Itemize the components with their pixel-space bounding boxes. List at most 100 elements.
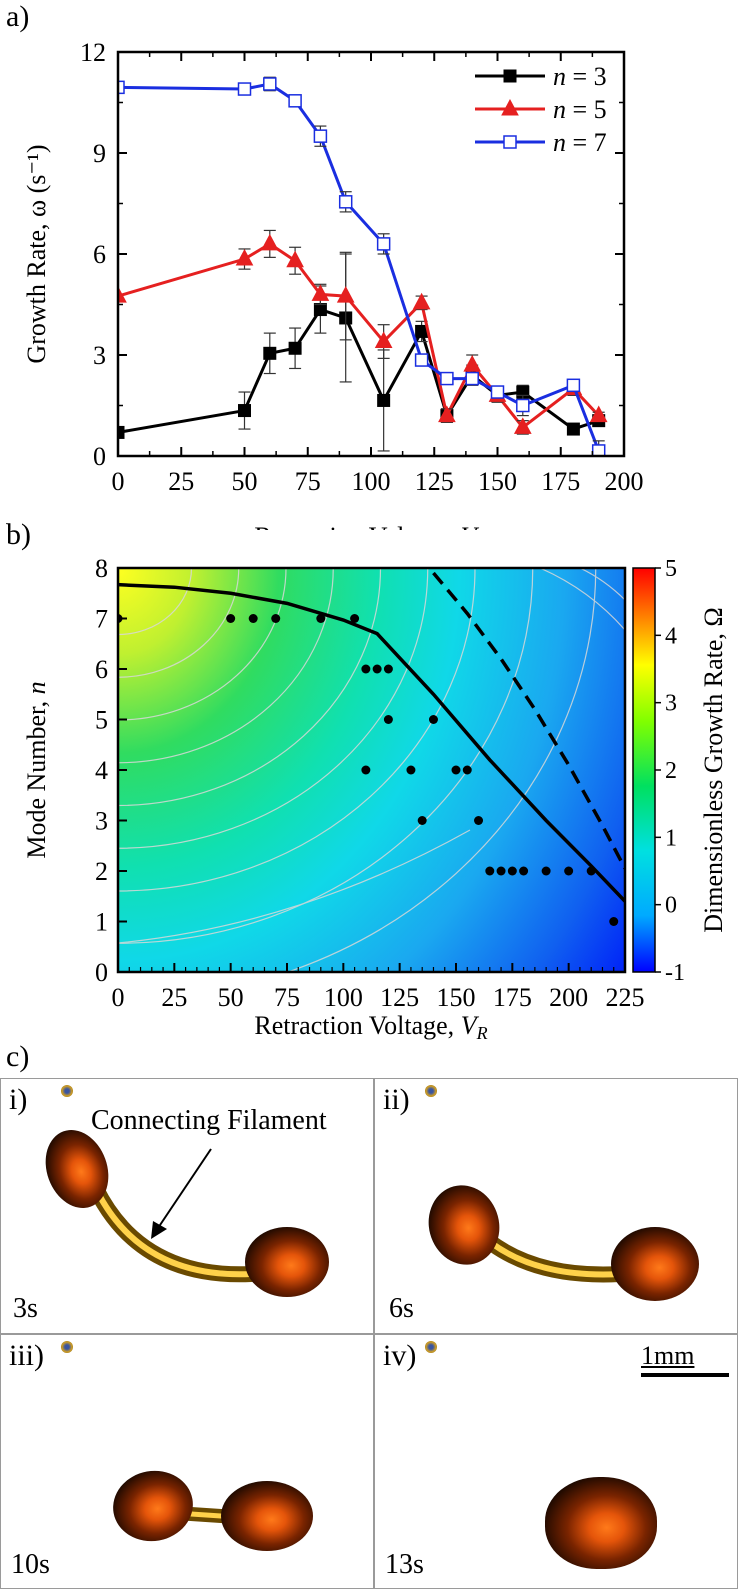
data-point <box>336 286 355 303</box>
x-tick-label-b: 25 <box>161 983 187 1012</box>
growth-rate-chart: 0 25 50 75 100 125 150 175 200 0 3 6 9 12 Growth Rate… <box>22 38 644 530</box>
reference-dot <box>425 1085 437 1097</box>
annotation-arrow <box>151 1148 212 1239</box>
panel-label-c: c) <box>6 1040 30 1073</box>
experimental-point <box>496 866 506 876</box>
data-point <box>311 284 330 301</box>
data-point <box>501 98 519 116</box>
droplet-image-grid: i) Connecting Filament 3s ii) 6s iii) <box>0 1078 738 1589</box>
experimental-point <box>519 866 529 876</box>
y-tick-label-b: 6 <box>95 655 108 684</box>
y-tick-label-a: 3 <box>93 341 106 370</box>
y-tick-label-b: 0 <box>95 958 108 987</box>
data-point <box>288 341 302 355</box>
x-tick-label-b: 125 <box>380 983 419 1012</box>
x-tick-label-b: 0 <box>112 983 125 1012</box>
frame-label: iv) <box>383 1339 417 1372</box>
frame-iii: iii) 10s <box>1 1335 373 1588</box>
contour-lines <box>118 568 625 972</box>
data-point <box>288 94 302 108</box>
frame-time: 13s <box>385 1549 424 1580</box>
data-point <box>589 405 608 423</box>
x-tick-label-a: 100 <box>352 467 391 496</box>
data-point <box>463 355 482 372</box>
data-point <box>263 346 277 360</box>
experimental-point <box>316 614 326 623</box>
x-tick-label-a: 75 <box>295 467 321 496</box>
x-axis-label-b: Retraction Voltage, VR <box>254 1011 487 1043</box>
experimental-point <box>226 614 236 623</box>
annotation-label: Connecting Filament <box>91 1105 327 1136</box>
frame-label: ii) <box>383 1083 410 1116</box>
data-point <box>376 237 391 251</box>
data-point <box>118 425 125 439</box>
data-point <box>412 292 431 310</box>
frame-time: 3s <box>13 1293 38 1324</box>
colorbar-tick-label: 1 <box>665 825 677 851</box>
stability-boundary <box>118 582 625 903</box>
panel-label-b: b) <box>6 518 31 551</box>
experimental-point <box>586 866 596 876</box>
experimental-point <box>609 917 619 926</box>
experimental-point <box>271 614 281 623</box>
x-tick-label-b: 225 <box>606 983 645 1012</box>
data-point <box>313 303 327 317</box>
frame-ii: ii) 6s <box>375 1079 737 1333</box>
legend-entry: n = 3 <box>553 62 607 91</box>
data-point <box>490 385 505 399</box>
x-tick-label-b: 175 <box>493 983 532 1012</box>
experimental-point <box>451 765 461 775</box>
x-tick-label-a: 50 <box>232 467 258 496</box>
legend-a: n = 3 n = 5 n = 7 <box>475 62 607 157</box>
experimental-point <box>383 664 393 674</box>
experimental-point <box>507 866 517 876</box>
y-tick-label-a: 6 <box>93 240 106 269</box>
experimental-point <box>406 765 416 775</box>
experimental-point <box>541 866 551 876</box>
legend-entry: n = 7 <box>553 128 607 157</box>
y-tick-label-b: 3 <box>95 807 108 836</box>
y-tick-label-b: 5 <box>95 706 108 735</box>
data-point <box>513 417 532 434</box>
experimental-point <box>383 715 393 724</box>
frame-time: 10s <box>11 1549 50 1580</box>
colorbar-tick-label: 4 <box>665 623 677 649</box>
frame-i: i) Connecting Filament 3s <box>1 1079 373 1333</box>
data-point <box>438 405 456 423</box>
data-point <box>503 69 517 83</box>
x-tick-label-a: 175 <box>541 467 580 496</box>
experimental-point <box>462 765 472 775</box>
data-point <box>237 82 252 96</box>
contour-line <box>118 829 471 944</box>
y-tick-label-b: 8 <box>95 554 108 583</box>
x-tick-label-b: 100 <box>324 983 363 1012</box>
y-tick-label-b: 1 <box>95 908 108 937</box>
y-axis-label-b: Mode Number, n <box>22 681 51 858</box>
panel-label-a: a) <box>6 0 30 33</box>
data-point <box>566 422 580 436</box>
x-axis-label-a: Retraction Voltage, VR <box>254 522 487 530</box>
contour-line <box>579 568 625 601</box>
data-point <box>566 378 581 393</box>
scale-bar-label: 1mm <box>641 1341 695 1370</box>
droplet <box>611 1227 699 1301</box>
y-axis-label-a: Growth Rate, ω (s⁻¹) <box>22 144 51 363</box>
frame-label: i) <box>9 1083 28 1116</box>
colorbar-label: Dimensionless Growth Rate, Ω <box>699 607 728 933</box>
data-point <box>313 129 328 143</box>
experimental-point <box>417 816 427 825</box>
colorbar-tick-label: 5 <box>665 556 677 582</box>
data-point <box>263 77 277 91</box>
reference-dot <box>61 1085 73 1097</box>
y-tick-label-a: 0 <box>93 442 106 471</box>
data-point <box>238 404 251 418</box>
reference-dot <box>425 1341 437 1353</box>
droplet <box>245 1227 329 1297</box>
data-point <box>374 331 393 349</box>
colorbar-tick-label: 3 <box>665 691 677 717</box>
data-point <box>414 353 429 367</box>
frame-time: 6s <box>389 1293 414 1324</box>
x-tick-label-a: 200 <box>605 467 644 496</box>
y-tick-label-b: 4 <box>95 756 108 785</box>
